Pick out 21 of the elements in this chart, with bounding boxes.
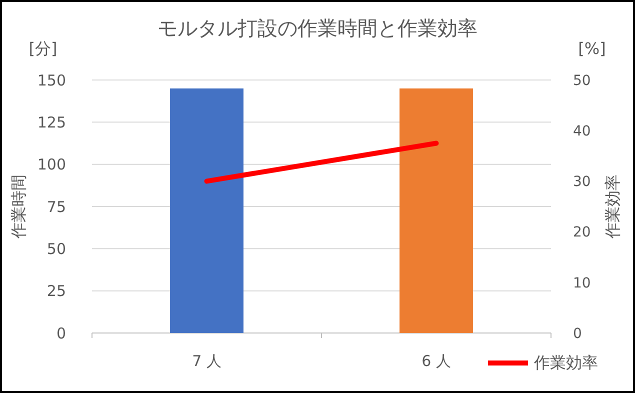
y-tick-label: 25 [46, 282, 66, 300]
y2-tick-label: 20 [573, 224, 591, 241]
y2-axis-title: 作業効率 [603, 174, 622, 240]
y2-tick-label: 30 [573, 174, 591, 190]
chart-title: モルタル打設の作業時間と作業効率 [158, 16, 478, 40]
y2-tick-label: 10 [573, 275, 591, 292]
y-tick-label: 75 [46, 198, 66, 216]
y-tick-label: 100 [37, 156, 66, 174]
y2-tick-label: 50 [573, 72, 591, 89]
y-tick-label: 150 [37, 71, 66, 90]
y-tick-label: 50 [46, 240, 66, 258]
y-tick-label: 125 [37, 113, 66, 132]
legend-label: 作業効率 [533, 353, 598, 372]
y-tick-label: 0 [56, 324, 66, 342]
x-tick-label: 6 人 [422, 352, 451, 370]
text: [%] [578, 39, 606, 58]
y2-tick-label: 40 [573, 124, 591, 140]
text: [分] [28, 39, 58, 58]
x-tick-label: 7 人 [192, 352, 222, 370]
y-axis-title: 作業時間 [9, 174, 28, 240]
y2-tick-label: 0 [573, 326, 582, 342]
